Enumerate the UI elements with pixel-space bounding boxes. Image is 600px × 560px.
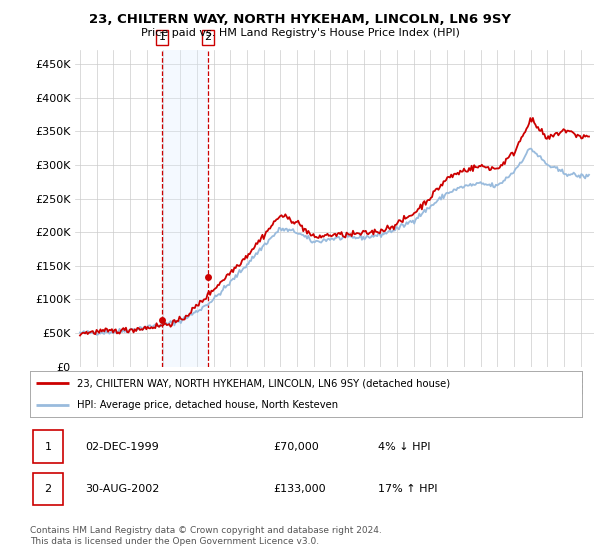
Text: 2: 2 [44,484,52,494]
FancyBboxPatch shape [33,430,63,464]
Text: 02-DEC-1999: 02-DEC-1999 [85,442,159,451]
Text: £70,000: £70,000 [273,442,319,451]
Text: Contains HM Land Registry data © Crown copyright and database right 2024.
This d: Contains HM Land Registry data © Crown c… [30,526,382,546]
Text: 1: 1 [158,32,166,43]
Text: Price paid vs. HM Land Registry's House Price Index (HPI): Price paid vs. HM Land Registry's House … [140,28,460,38]
Text: 23, CHILTERN WAY, NORTH HYKEHAM, LINCOLN, LN6 9SY: 23, CHILTERN WAY, NORTH HYKEHAM, LINCOLN… [89,13,511,26]
Text: £133,000: £133,000 [273,484,326,494]
Text: 4% ↓ HPI: 4% ↓ HPI [378,442,430,451]
Text: 30-AUG-2002: 30-AUG-2002 [85,484,160,494]
FancyBboxPatch shape [33,473,63,505]
Text: 17% ↑ HPI: 17% ↑ HPI [378,484,437,494]
Text: 1: 1 [44,442,52,451]
Text: 23, CHILTERN WAY, NORTH HYKEHAM, LINCOLN, LN6 9SY (detached house): 23, CHILTERN WAY, NORTH HYKEHAM, LINCOLN… [77,378,450,388]
Text: 2: 2 [205,32,212,43]
Text: HPI: Average price, detached house, North Kesteven: HPI: Average price, detached house, Nort… [77,400,338,410]
Bar [162,50,208,367]
